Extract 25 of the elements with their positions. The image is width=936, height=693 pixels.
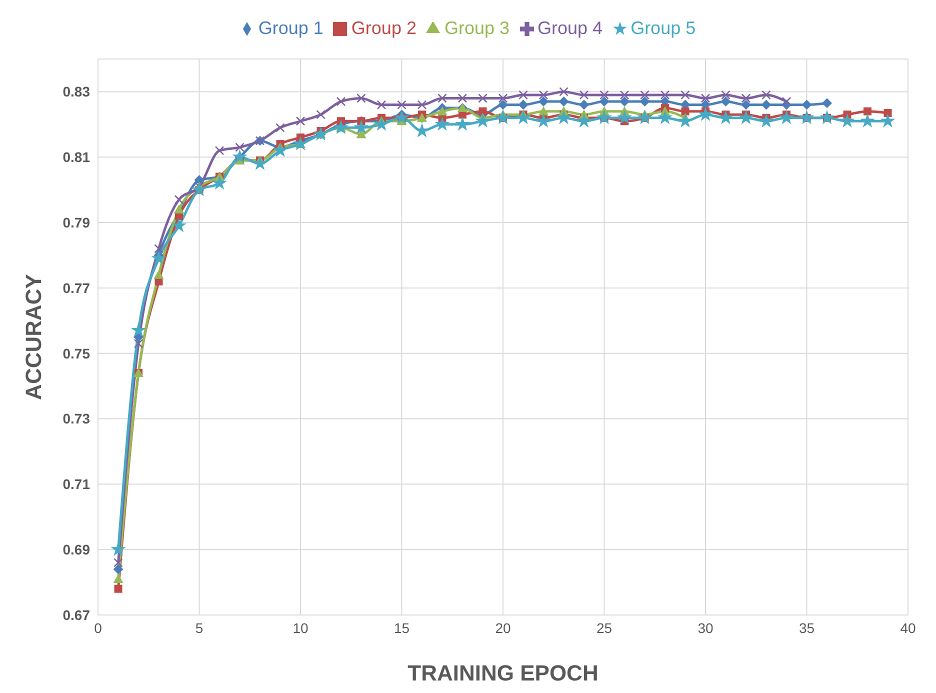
legend-label: Group 2: [351, 18, 416, 38]
legend-label: Group 4: [538, 18, 603, 38]
x-tick-label: 10: [292, 620, 308, 636]
y-tick-label: 0.79: [62, 214, 90, 230]
x-tick-label: 25: [596, 620, 612, 636]
y-tick-label: 0.69: [62, 542, 90, 558]
y-tick-label: 0.67: [62, 606, 90, 623]
y-tick-label: 0.77: [62, 280, 90, 296]
x-tick-label: 30: [698, 620, 714, 636]
x-tick-label: 40: [900, 620, 916, 636]
y-tick-label: 0.71: [62, 476, 90, 492]
x-tick-label: 0: [94, 620, 102, 636]
x-tick-label: 20: [495, 620, 511, 636]
y-tick-label: 0.81: [62, 149, 90, 166]
y-axis-title: ACCURACY: [20, 274, 46, 400]
legend-label: Group 3: [444, 18, 510, 38]
legend-label: Group 1: [258, 18, 324, 38]
x-tick-label: 15: [394, 620, 410, 636]
legend-label: Group 5: [630, 18, 696, 38]
x-tick-label: 5: [195, 620, 204, 636]
y-tick-label: 0.73: [62, 410, 90, 427]
y-tick-label: 0.75: [62, 345, 90, 362]
x-tick-label: 35: [798, 620, 815, 636]
y-tick-label: 0.83: [62, 84, 90, 100]
x-axis-title: TRAINING EPOCH: [408, 660, 598, 686]
